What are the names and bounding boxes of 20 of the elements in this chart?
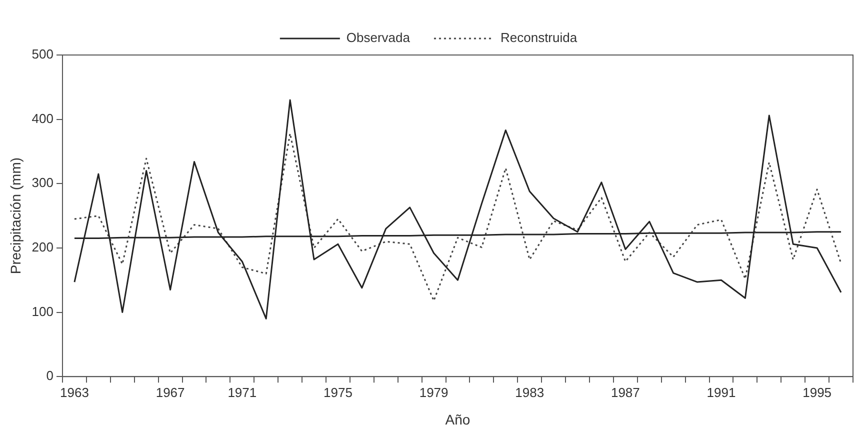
- y-axis-title: Precipitación (mm): [7, 157, 24, 274]
- y-tick-label: 300: [32, 175, 54, 190]
- y-tick-label: 100: [32, 304, 54, 319]
- x-tick-label: 1995: [802, 384, 832, 400]
- x-tick-label: 1991: [706, 384, 736, 400]
- x-tick-label: 1971: [228, 384, 257, 400]
- x-tick-label: 1963: [60, 384, 89, 400]
- x-tick-label: 1975: [324, 384, 352, 400]
- x-tick-label: 1987: [610, 384, 640, 400]
- legend-label: Observada: [346, 30, 411, 46]
- y-tick-label: 0: [46, 368, 54, 384]
- x-tick-label: 1979: [419, 384, 448, 400]
- legend-label: Reconstruida: [500, 30, 578, 46]
- x-axis-title: Año: [445, 411, 470, 428]
- y-tick-label: 500: [32, 46, 54, 62]
- x-tick-label: 1967: [156, 384, 185, 400]
- y-tick-label: 400: [32, 110, 54, 126]
- y-tick-label: 200: [32, 240, 54, 255]
- x-tick-label: 1983: [515, 384, 544, 400]
- line-series: [74, 132, 842, 302]
